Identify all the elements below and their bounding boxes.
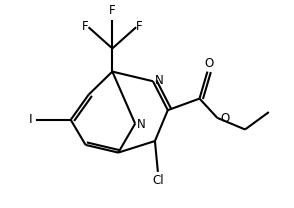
Text: O: O xyxy=(204,57,213,70)
Text: F: F xyxy=(82,20,89,33)
Text: F: F xyxy=(109,4,116,16)
Text: N: N xyxy=(137,118,145,131)
Text: I: I xyxy=(29,113,33,126)
Text: F: F xyxy=(136,20,142,33)
Text: N: N xyxy=(154,74,163,87)
Text: O: O xyxy=(220,112,230,125)
Text: Cl: Cl xyxy=(152,174,164,187)
